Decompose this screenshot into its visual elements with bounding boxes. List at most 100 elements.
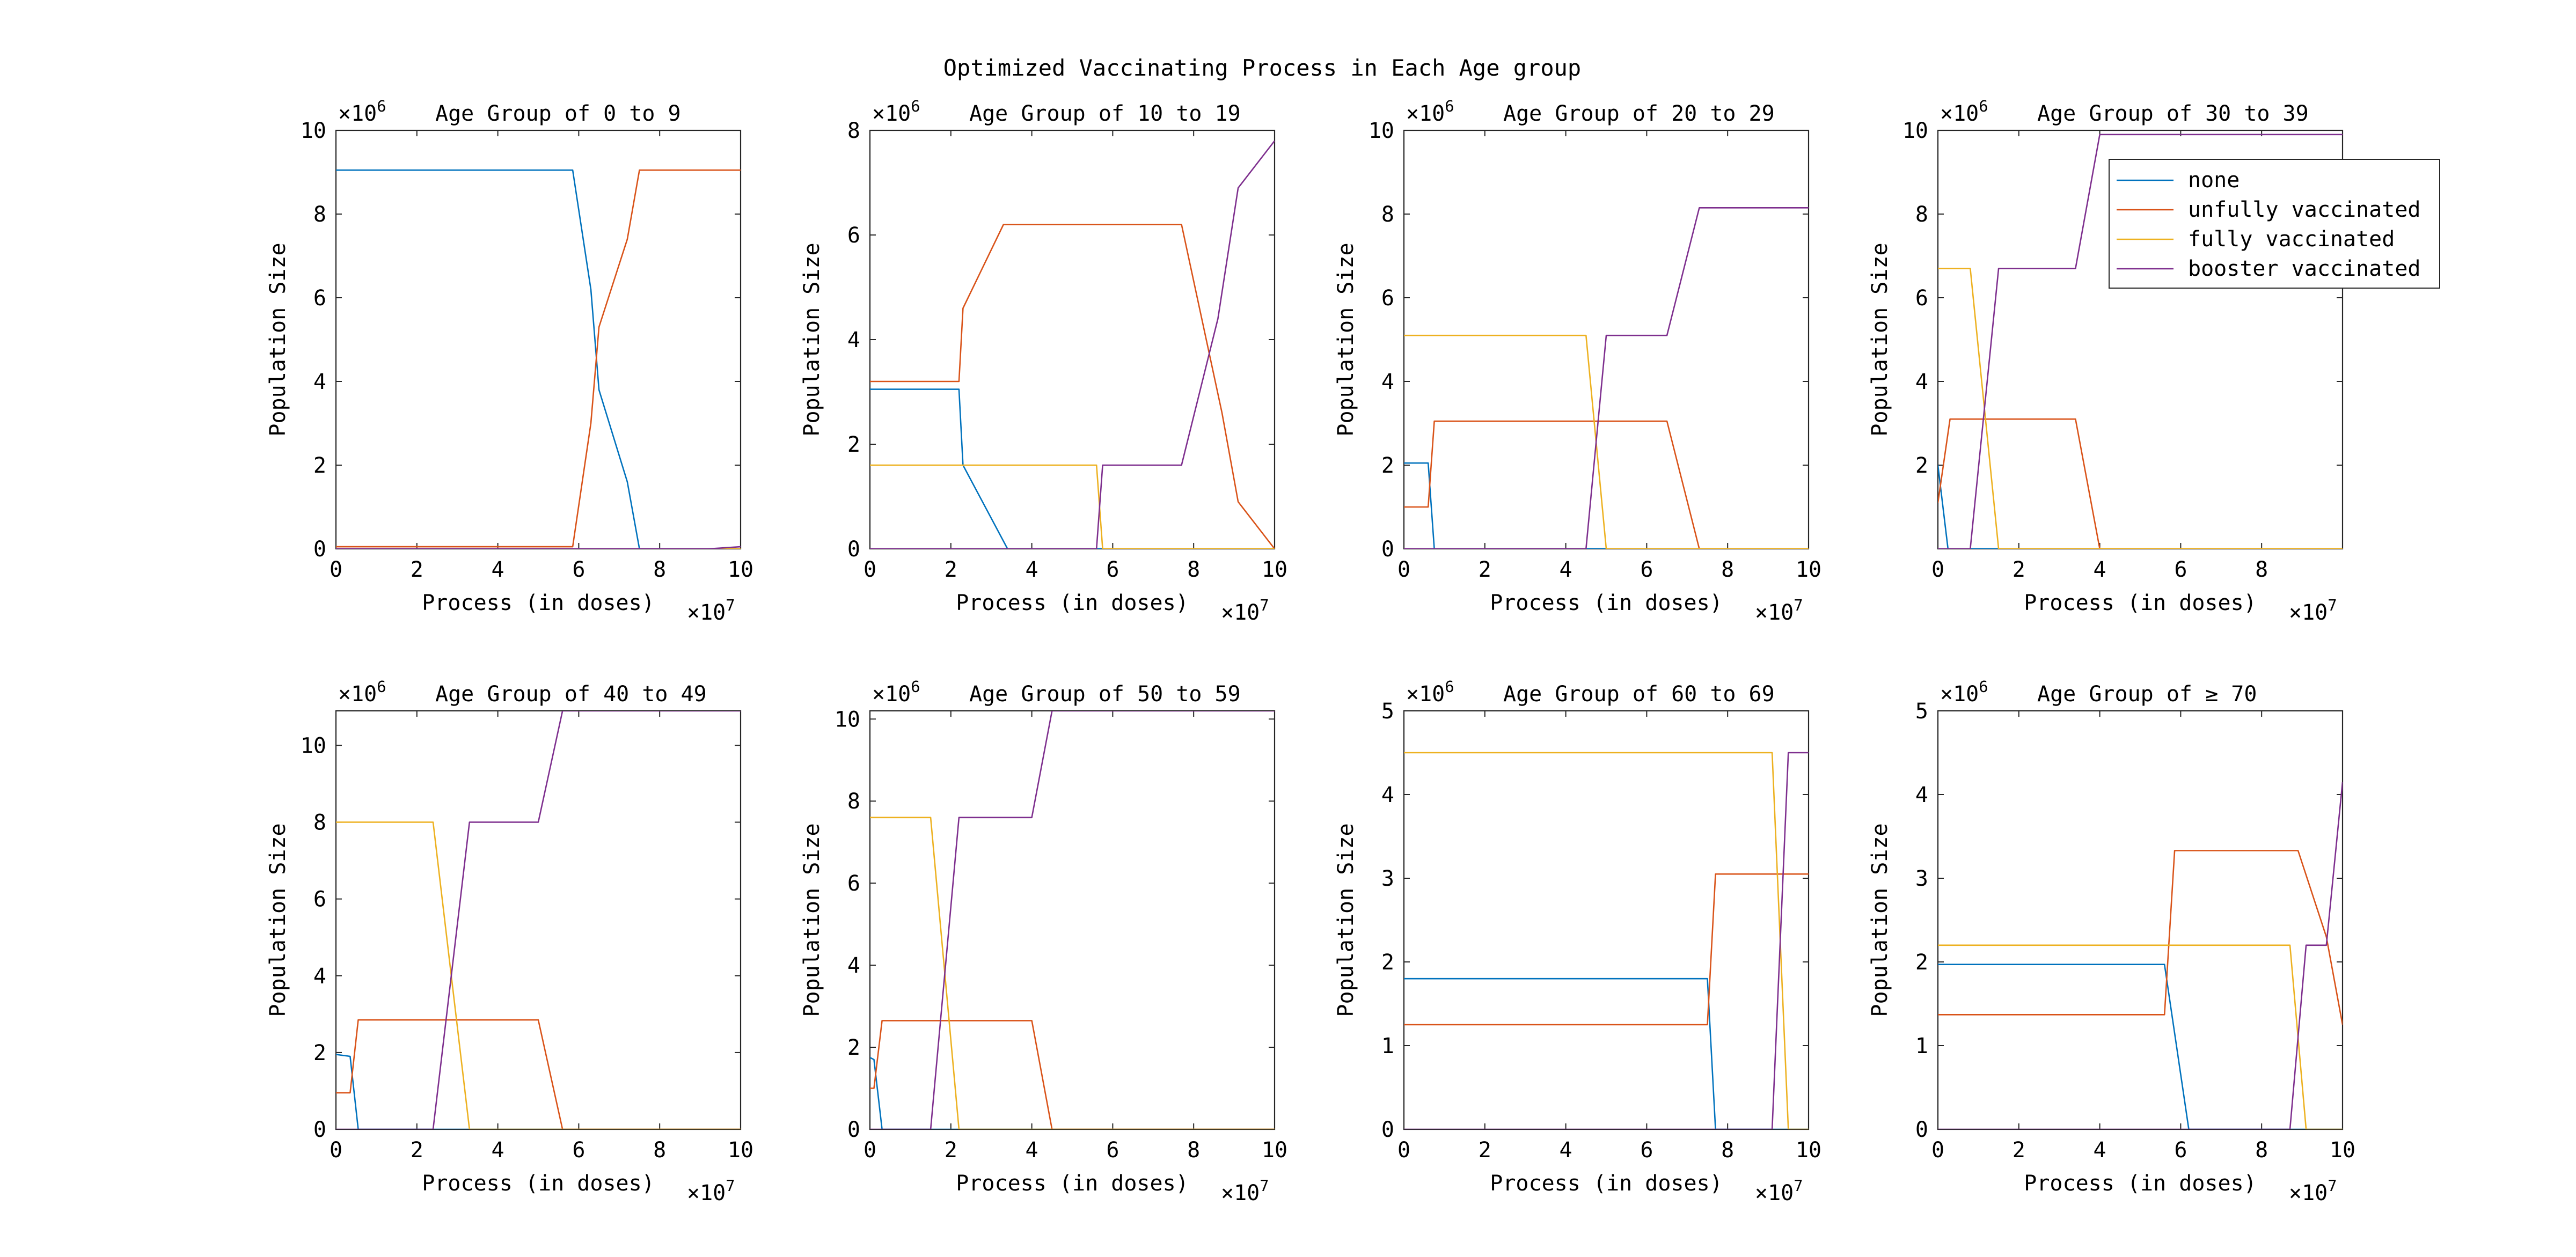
series-group (1404, 207, 1809, 549)
series-line-unfully-vaccinated (870, 224, 1275, 549)
series-line-booster-vaccinated (1404, 207, 1809, 549)
series-group (870, 140, 1275, 549)
y-axis-label: Population Size (266, 823, 290, 1017)
series-line-booster-vaccinated (336, 711, 741, 1129)
y-tick-label: 8 (313, 811, 326, 835)
y-tick-label: 8 (847, 119, 860, 143)
x-tick-label: 6 (2174, 1138, 2187, 1163)
panel-title: Age Group of 20 to 29 (1503, 101, 1775, 126)
y-tick-label: 4 (847, 953, 860, 978)
series-line-none (336, 169, 741, 549)
panel-title: Age Group of 30 to 39 (2037, 101, 2309, 126)
y-multiplier: ×106 (1940, 97, 1988, 126)
panel-title: Age Group of 0 to 9 (435, 101, 681, 126)
series-line-fully-vaccinated (1938, 268, 2343, 549)
x-tick-label: 4 (492, 1138, 504, 1163)
series-line-none (1404, 462, 1809, 549)
series-group (336, 711, 741, 1129)
x-tick-label: 10 (1262, 1138, 1287, 1163)
y-tick-label: 2 (313, 453, 326, 478)
series-line-unfully-vaccinated (336, 1019, 741, 1129)
y-tick-label: 1 (1381, 1034, 1394, 1058)
x-tick-label: 6 (1640, 1138, 1653, 1163)
x-tick-label: 2 (1479, 557, 1491, 582)
x-tick-label: 8 (2255, 1138, 2268, 1163)
y-tick-label: 3 (1381, 866, 1394, 891)
y-tick-label: 8 (1381, 202, 1394, 227)
y-multiplier: ×106 (872, 97, 920, 126)
x-multiplier: ×107 (1221, 596, 1269, 625)
x-tick-label: 10 (728, 1138, 753, 1163)
y-tick-label: 10 (301, 733, 326, 758)
y-axis-label: Population Size (1868, 242, 1892, 436)
x-tick-label: 6 (1106, 557, 1119, 582)
y-multiplier: ×106 (872, 678, 920, 707)
y-tick-label: 6 (313, 286, 326, 311)
series-group (1938, 134, 2343, 549)
x-axis-label: Process (in doses) (1490, 591, 1722, 615)
series-line-booster-vaccinated (1938, 782, 2343, 1129)
y-tick-label: 2 (1915, 950, 1928, 975)
y-multiplier: ×106 (338, 97, 386, 126)
legend-label: booster vaccinated (2188, 256, 2420, 281)
y-tick-label: 2 (847, 432, 860, 457)
y-tick-label: 2 (313, 1041, 326, 1065)
y-tick-label: 10 (301, 119, 326, 143)
x-tick-label: 2 (2012, 1138, 2025, 1163)
y-tick-label: 8 (1915, 202, 1928, 227)
y-axis-label: Population Size (266, 242, 290, 436)
series-line-none (1938, 465, 2343, 549)
x-tick-label: 0 (330, 557, 342, 582)
x-tick-label: 10 (1796, 1138, 1821, 1163)
x-multiplier: ×107 (687, 596, 735, 625)
y-tick-label: 3 (1915, 866, 1928, 891)
x-axis-label: Process (in doses) (956, 591, 1188, 615)
series-line-none (870, 1057, 1275, 1129)
panels: 0 2 4 6 8 10 0 2 4 6 8 10 Age Group of 0 to 9 ×106 ×10… (266, 97, 2355, 1205)
y-tick-label: 4 (1381, 370, 1394, 394)
x-tick-label: 4 (1026, 1138, 1038, 1163)
x-tick-label: 4 (1026, 557, 1038, 582)
series-group (870, 711, 1275, 1129)
series-line-booster-vaccinated (870, 711, 1275, 1129)
x-tick-label: 2 (411, 557, 423, 582)
y-axis-label: Population Size (800, 823, 824, 1017)
series-line-booster-vaccinated (1938, 134, 2343, 549)
y-tick-label: 5 (1915, 699, 1928, 724)
series-line-none (1938, 964, 2343, 1129)
x-tick-label: 10 (728, 557, 753, 582)
y-tick-label: 6 (313, 887, 326, 912)
y-tick-label: 4 (1915, 370, 1928, 394)
y-tick-label: 4 (313, 370, 326, 394)
panel-title: Age Group of 60 to 69 (1503, 682, 1775, 707)
series-line-none (1404, 977, 1809, 1129)
panel-3: 0 2 4 6 8 10 0 2 4 6 8 10 Age Group of 20 to 29 ×106 ×… (1334, 97, 1821, 625)
x-tick-label: 2 (945, 1138, 957, 1163)
y-tick-label: 1 (1915, 1034, 1928, 1058)
x-tick-label: 4 (2094, 557, 2106, 582)
y-axis-label: Population Size (800, 242, 824, 436)
y-tick-label: 6 (1915, 286, 1928, 311)
x-multiplier: ×107 (1755, 1177, 1803, 1205)
x-multiplier: ×107 (2289, 1177, 2337, 1205)
x-tick-label: 4 (492, 557, 504, 582)
series-group (336, 169, 741, 549)
x-tick-label: 6 (1106, 1138, 1119, 1163)
y-multiplier: ×106 (338, 678, 386, 707)
x-tick-label: 8 (1721, 557, 1734, 582)
legend-label: fully vaccinated (2188, 227, 2395, 252)
x-tick-label: 10 (2330, 1138, 2355, 1163)
x-tick-label: 8 (2255, 557, 2268, 582)
legend-entry: fully vaccinated (2117, 227, 2395, 252)
x-tick-label: 8 (1721, 1138, 1734, 1163)
x-tick-label: 0 (1397, 1138, 1410, 1163)
axes-box (335, 129, 742, 550)
y-tick-label: 4 (1915, 783, 1928, 807)
y-tick-label: 2 (1915, 453, 1928, 478)
y-tick-label: 4 (1381, 783, 1394, 807)
series-group (1404, 752, 1809, 1129)
panel-1: 0 2 4 6 8 10 0 2 4 6 8 10 Age Group of 0 to 9 ×106 ×10… (266, 97, 753, 625)
x-axis-label: Process (in doses) (422, 1171, 654, 1196)
series-line-fully-vaccinated (336, 821, 741, 1129)
x-tick-label: 4 (1560, 557, 1572, 582)
